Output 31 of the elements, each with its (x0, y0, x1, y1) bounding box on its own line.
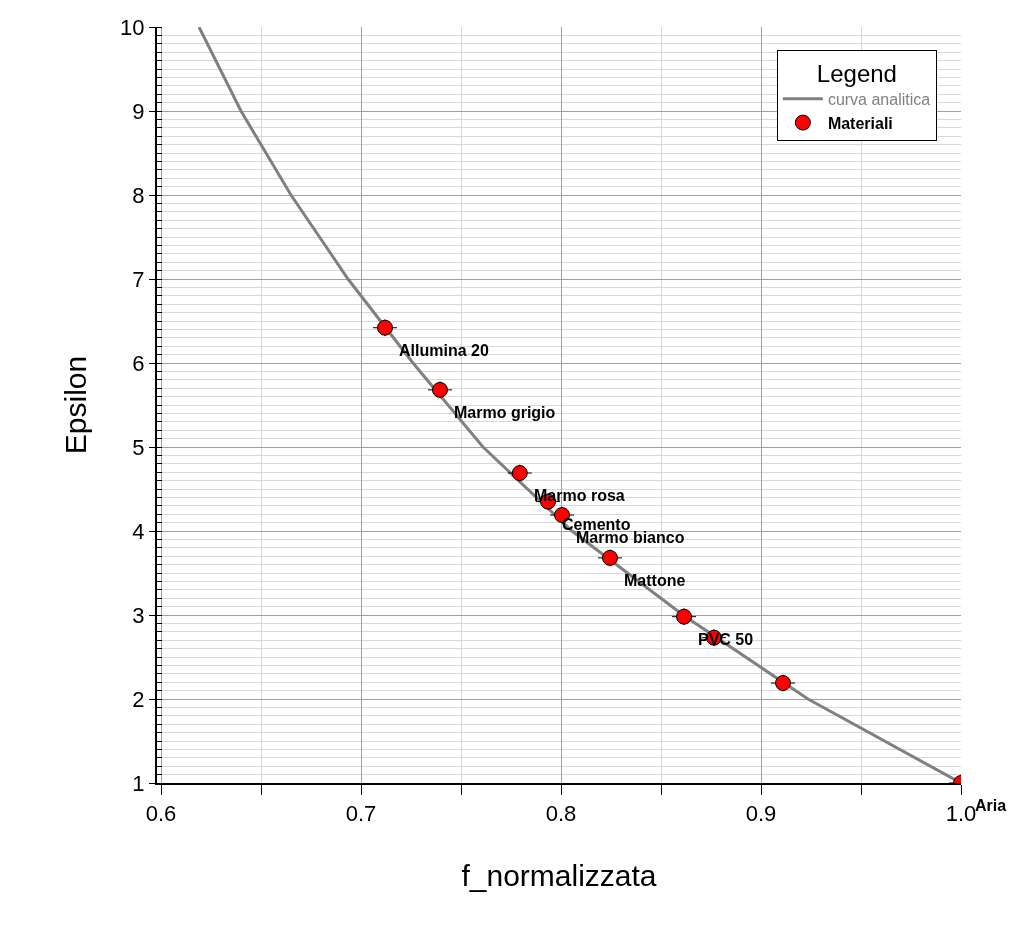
y-tick-label: 4 (132, 518, 145, 544)
y-tick-label: 6 (132, 350, 145, 376)
x-tick-label: 0.8 (545, 801, 577, 827)
y-tick-label: 10 (120, 14, 145, 40)
y-tick-label: 5 (132, 434, 145, 460)
annotation: Allumina 20 (399, 342, 489, 359)
point (377, 319, 393, 336)
y-tick-label: 1 (132, 770, 145, 796)
point (775, 675, 791, 692)
y-tick-label: 8 (132, 182, 145, 208)
y-tick-label: 9 (132, 98, 145, 124)
annotation: Marmo rosa (534, 487, 625, 504)
annotation: Marmo grigio (454, 404, 556, 421)
annotation: Mattone (624, 572, 686, 589)
y-axis-title: Epsilon (58, 355, 92, 455)
y-tick-label: 2 (132, 686, 145, 712)
y-tick-label: 7 (132, 266, 145, 292)
annotation: Aria (975, 797, 1007, 814)
point (511, 465, 528, 482)
x-axis-title: f_normalizzata (461, 859, 657, 893)
x-tick-label: 0.6 (145, 801, 177, 827)
legend-label: curva analitica (827, 91, 931, 109)
x-tick-label: 0.9 (745, 801, 777, 827)
point (602, 549, 618, 566)
legend-title: Legend (816, 59, 897, 87)
point (432, 381, 448, 398)
x-tick-label: 0.7 (345, 801, 377, 827)
x-tick-label: 1.0 (945, 801, 977, 827)
point (676, 608, 692, 625)
legend-label: Materiali (827, 114, 893, 132)
y-tick-label: 3 (132, 602, 145, 628)
